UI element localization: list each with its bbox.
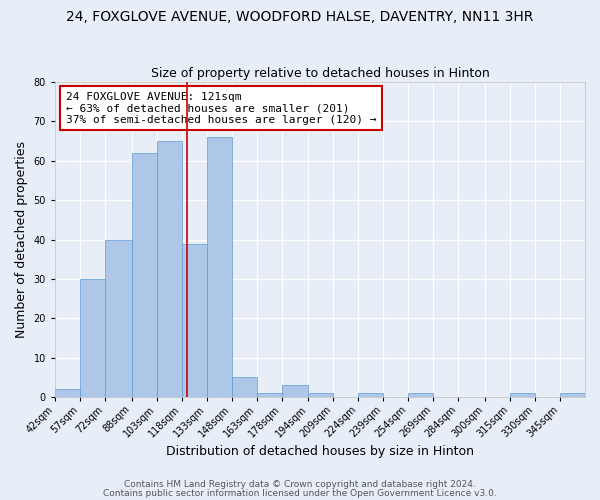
X-axis label: Distribution of detached houses by size in Hinton: Distribution of detached houses by size … <box>166 444 474 458</box>
Title: Size of property relative to detached houses in Hinton: Size of property relative to detached ho… <box>151 66 490 80</box>
Bar <box>510 393 535 397</box>
Bar <box>409 393 433 397</box>
Y-axis label: Number of detached properties: Number of detached properties <box>15 141 28 338</box>
Text: Contains public sector information licensed under the Open Government Licence v3: Contains public sector information licen… <box>103 488 497 498</box>
Bar <box>560 393 585 397</box>
Bar <box>182 244 206 397</box>
Bar <box>232 378 257 397</box>
Bar <box>131 153 157 397</box>
Bar <box>105 240 131 397</box>
Bar <box>206 137 232 397</box>
Bar <box>281 386 308 397</box>
Bar <box>358 393 383 397</box>
Bar <box>157 141 182 397</box>
Bar <box>80 279 105 397</box>
Bar <box>308 393 334 397</box>
Text: 24, FOXGLOVE AVENUE, WOODFORD HALSE, DAVENTRY, NN11 3HR: 24, FOXGLOVE AVENUE, WOODFORD HALSE, DAV… <box>67 10 533 24</box>
Text: 24 FOXGLOVE AVENUE: 121sqm
← 63% of detached houses are smaller (201)
37% of sem: 24 FOXGLOVE AVENUE: 121sqm ← 63% of deta… <box>65 92 376 124</box>
Bar <box>257 393 281 397</box>
Bar <box>55 389 80 397</box>
Text: Contains HM Land Registry data © Crown copyright and database right 2024.: Contains HM Land Registry data © Crown c… <box>124 480 476 489</box>
